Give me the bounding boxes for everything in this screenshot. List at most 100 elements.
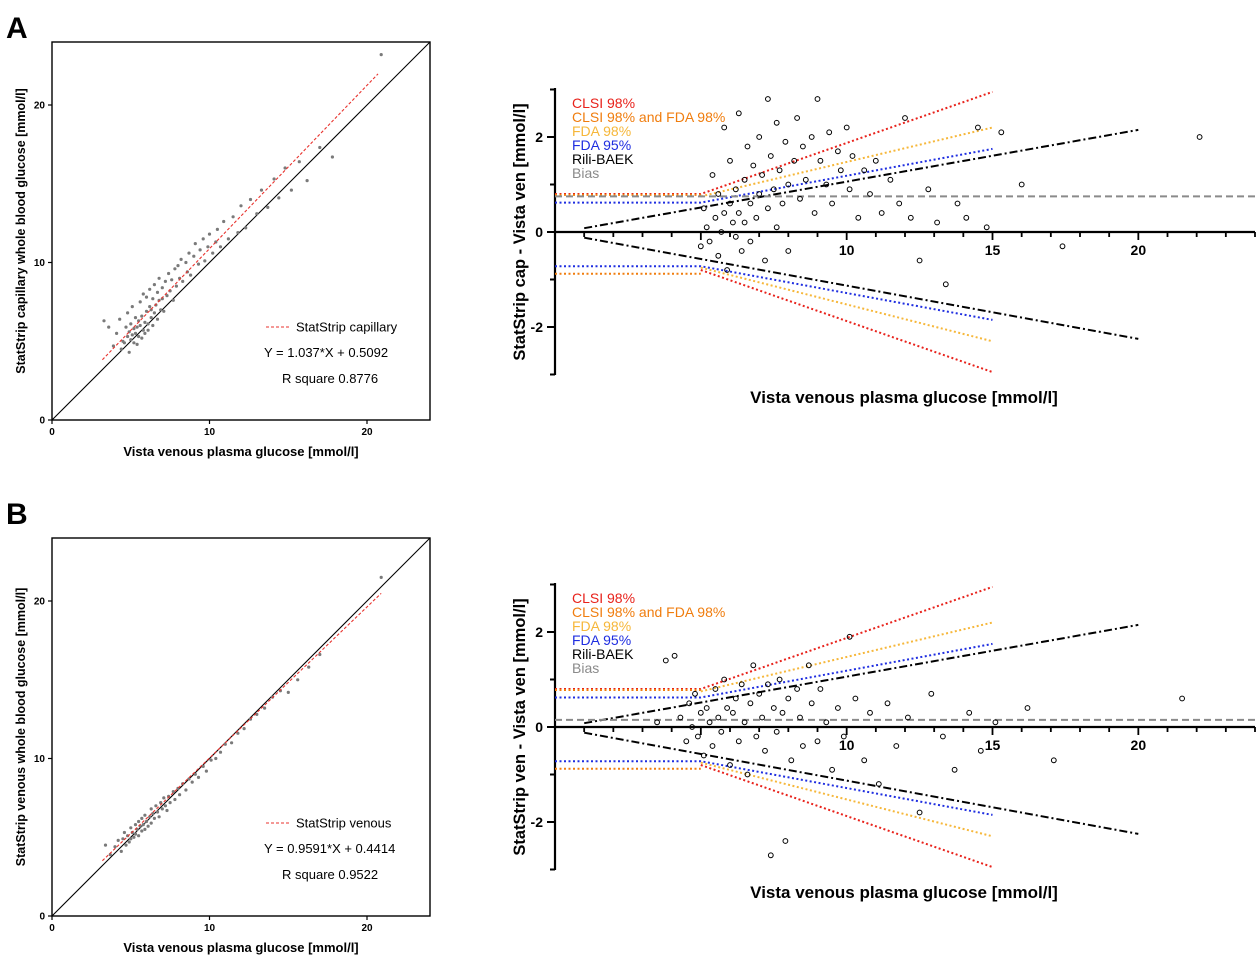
data-point — [709, 743, 716, 749]
data-point — [289, 188, 293, 192]
data-point — [155, 810, 160, 814]
data-point — [747, 238, 754, 245]
data-point — [840, 733, 847, 740]
rili-baek-upper — [584, 623, 1139, 725]
x-tick-label: 10 — [839, 737, 855, 753]
data-point — [998, 129, 1005, 136]
data-point — [779, 200, 786, 207]
data-point — [762, 257, 768, 264]
data-point — [126, 311, 130, 315]
legend-label: Bias — [572, 165, 599, 181]
fda-95-lower — [555, 265, 993, 321]
data-point — [794, 686, 800, 692]
data-point — [140, 314, 144, 318]
data-point — [782, 138, 789, 145]
data-point — [218, 750, 223, 754]
data-point — [138, 300, 142, 304]
data-point — [750, 662, 757, 669]
data-point — [152, 816, 156, 821]
data-point — [735, 210, 742, 216]
x-tick-label: 0 — [49, 923, 55, 934]
r-square-value: R square 0.8776 — [282, 371, 378, 386]
y-axis-title: StatStrip cap - Vista ven [mmol/l] — [511, 103, 529, 360]
data-point — [174, 284, 178, 288]
data-point — [721, 124, 728, 131]
data-point — [727, 157, 733, 164]
data-point — [829, 200, 835, 207]
data-point — [861, 167, 868, 174]
data-point — [148, 815, 152, 819]
data-point — [712, 686, 719, 692]
data-point — [756, 191, 763, 197]
y-tick-label: 0 — [39, 416, 45, 427]
x-tick-label: 10 — [204, 923, 216, 934]
data-point — [141, 292, 145, 296]
fda-98-upper — [700, 126, 993, 198]
data-point — [846, 633, 853, 640]
data-point — [144, 295, 149, 299]
data-point — [201, 764, 205, 769]
data-point — [800, 143, 806, 150]
data-point — [735, 110, 742, 117]
data-point — [671, 652, 678, 659]
data-point — [121, 837, 125, 841]
data-point — [263, 706, 267, 710]
data-point — [727, 200, 733, 207]
data-point — [817, 686, 824, 692]
data-point — [829, 766, 835, 773]
data-point — [715, 714, 722, 721]
data-point — [785, 248, 792, 254]
data-point — [730, 219, 736, 226]
data-point — [103, 843, 108, 847]
y-tick-label: -2 — [531, 814, 544, 830]
rili-baek-upper — [584, 128, 1139, 230]
x-tick-label: 10 — [839, 242, 855, 258]
data-point — [207, 232, 212, 236]
data-point — [132, 835, 136, 839]
data-point — [770, 705, 777, 711]
data-point — [187, 251, 191, 255]
data-point — [791, 157, 798, 164]
data-point — [133, 316, 138, 320]
data-point — [141, 823, 145, 827]
data-point — [872, 157, 879, 164]
y-tick-label: -2 — [531, 319, 544, 335]
data-point — [805, 662, 812, 669]
data-point — [162, 796, 166, 800]
data-point — [226, 237, 230, 241]
data-point — [747, 700, 754, 707]
data-point — [785, 181, 792, 188]
data-point — [297, 160, 301, 164]
data-point — [102, 319, 106, 323]
legend-label: FDA 98% — [572, 618, 631, 634]
data-point — [140, 829, 144, 833]
data-point — [209, 758, 213, 762]
data-point — [223, 742, 227, 746]
legend-label: Rili-BAEK — [572, 151, 634, 167]
data-point — [741, 176, 748, 183]
data-point — [706, 238, 713, 245]
data-point — [149, 807, 153, 811]
y-axis-title: StatStrip venous whole blood glucose [mm… — [14, 588, 28, 867]
panel-letter-b: B — [6, 498, 28, 531]
data-point — [732, 186, 739, 193]
legend-label-fit: StatStrip venous — [296, 816, 392, 831]
data-point — [127, 840, 131, 844]
data-point — [151, 812, 155, 816]
data-point — [709, 172, 716, 178]
data-point — [193, 772, 197, 776]
data-point — [184, 260, 188, 265]
data-point — [140, 816, 144, 821]
data-point — [715, 252, 722, 259]
legend-label: CLSI 98% — [572, 590, 635, 606]
data-point — [163, 279, 167, 283]
data-point — [835, 148, 841, 155]
data-point — [753, 214, 760, 221]
data-point — [811, 210, 818, 216]
data-point — [330, 155, 334, 159]
data-point — [133, 832, 138, 836]
data-point — [907, 214, 914, 221]
data-point — [115, 331, 119, 335]
data-point — [236, 231, 240, 235]
